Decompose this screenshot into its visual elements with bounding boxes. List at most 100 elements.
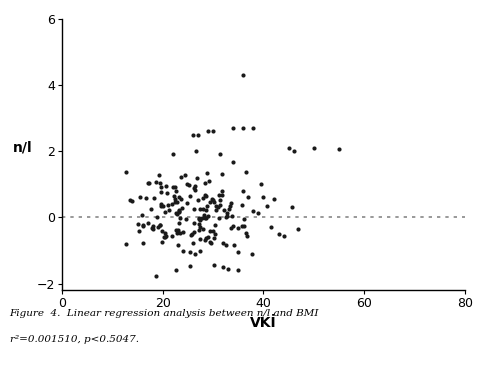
- Point: [227, 200, 235, 206]
- Point: [250, 208, 257, 214]
- Point: [182, 216, 189, 222]
- Point: [161, 230, 169, 236]
- Point: [250, 125, 257, 131]
- Point: [162, 232, 170, 238]
- Point: [138, 212, 146, 218]
- Point: [160, 203, 167, 209]
- Point: [145, 180, 152, 186]
- Point: [195, 221, 203, 227]
- Point: [229, 223, 237, 229]
- Point: [240, 72, 247, 78]
- Point: [171, 196, 179, 202]
- Point: [178, 205, 186, 211]
- Point: [235, 225, 242, 231]
- Point: [177, 174, 184, 180]
- Point: [216, 151, 224, 157]
- Point: [290, 148, 297, 154]
- Point: [168, 234, 175, 240]
- Point: [202, 193, 210, 199]
- Point: [242, 169, 250, 175]
- Point: [240, 216, 248, 222]
- Point: [190, 240, 197, 246]
- Point: [280, 232, 287, 238]
- Point: [173, 230, 181, 236]
- Point: [228, 225, 235, 231]
- Point: [201, 215, 208, 221]
- Point: [257, 181, 265, 187]
- Point: [122, 241, 129, 247]
- Point: [205, 199, 213, 205]
- Point: [228, 213, 236, 219]
- Point: [181, 172, 189, 178]
- Point: [188, 232, 195, 238]
- Point: [218, 192, 226, 198]
- Point: [189, 132, 197, 138]
- Point: [223, 214, 230, 220]
- Point: [134, 221, 142, 227]
- Point: [179, 229, 187, 235]
- Point: [152, 179, 160, 185]
- Point: [196, 236, 204, 242]
- Point: [201, 192, 209, 198]
- Point: [196, 224, 204, 230]
- Point: [229, 125, 237, 131]
- Point: [270, 196, 277, 202]
- Point: [203, 170, 211, 176]
- Point: [157, 203, 165, 209]
- Point: [219, 240, 227, 246]
- Point: [160, 234, 168, 240]
- Point: [194, 198, 202, 203]
- Point: [171, 185, 179, 190]
- Point: [209, 228, 217, 234]
- Point: [288, 204, 296, 210]
- Point: [194, 132, 202, 138]
- Point: [185, 182, 193, 187]
- Point: [205, 213, 212, 219]
- Point: [156, 222, 164, 228]
- Point: [206, 228, 214, 234]
- Point: [188, 231, 195, 237]
- Point: [218, 187, 226, 193]
- Point: [223, 213, 231, 219]
- Point: [263, 203, 271, 209]
- Point: [198, 215, 206, 221]
- Point: [161, 234, 169, 240]
- Point: [202, 235, 209, 241]
- Point: [202, 237, 209, 243]
- Point: [164, 190, 171, 196]
- Point: [158, 238, 166, 244]
- Point: [147, 206, 155, 212]
- Point: [204, 128, 212, 134]
- Point: [244, 195, 251, 201]
- Point: [215, 192, 223, 198]
- Point: [195, 216, 203, 222]
- Point: [122, 169, 129, 174]
- Point: [161, 209, 169, 215]
- Point: [216, 202, 224, 208]
- Point: [157, 202, 165, 208]
- Point: [126, 197, 134, 203]
- Point: [176, 230, 183, 236]
- Point: [226, 203, 233, 209]
- Point: [248, 251, 255, 257]
- Point: [199, 195, 207, 201]
- Point: [173, 199, 181, 205]
- Point: [186, 193, 194, 199]
- Point: [196, 206, 204, 212]
- Point: [212, 207, 219, 213]
- Point: [218, 171, 226, 177]
- Point: [230, 242, 238, 248]
- Point: [196, 217, 204, 223]
- Point: [155, 225, 162, 231]
- Point: [136, 195, 143, 201]
- Point: [199, 206, 207, 212]
- Point: [240, 223, 248, 229]
- Point: [186, 263, 194, 269]
- Point: [208, 196, 216, 202]
- Point: [195, 215, 203, 221]
- Point: [274, 231, 282, 237]
- Point: [229, 159, 237, 165]
- Point: [169, 185, 177, 190]
- Point: [193, 148, 200, 154]
- Point: [175, 208, 182, 214]
